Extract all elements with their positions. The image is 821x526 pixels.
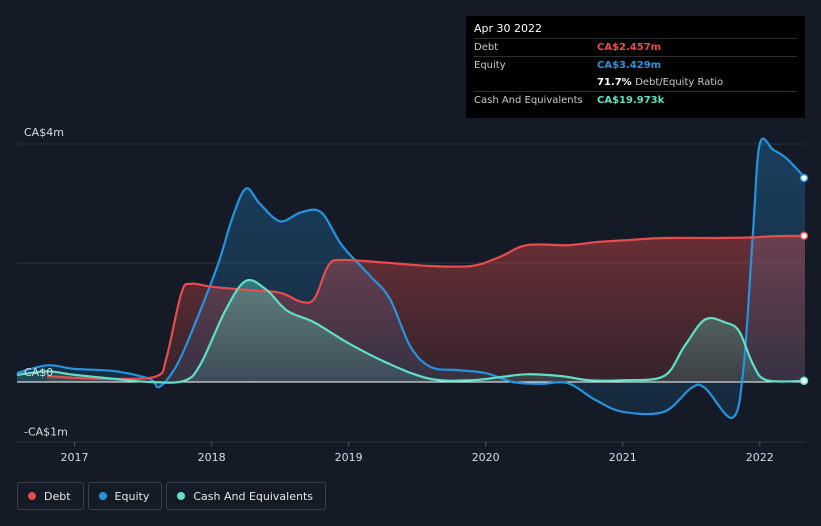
legend-dot-debt	[28, 492, 36, 500]
tooltip-row-equity: Equity CA$3.429m	[474, 56, 797, 74]
legend-dot-cash	[177, 492, 186, 500]
tooltip-label-ratio	[474, 74, 597, 91]
y-tick-label: CA$0	[24, 366, 53, 379]
legend-item-debt[interactable]: Debt	[17, 482, 84, 510]
equity-line	[16, 137, 806, 419]
axes: CA$4m CA$0 -CA$1m 2017 2018 2019 2020 2021 2022	[24, 126, 774, 464]
series-areas	[17, 138, 806, 418]
legend-label-cash: Cash And Equivalents	[193, 489, 313, 503]
series-lines	[16, 137, 809, 419]
tooltip-label-cash: Cash And Equivalents	[474, 95, 583, 106]
tooltip-value-cash: CA$19.973k	[597, 95, 665, 106]
ratio-value: 71.7%	[597, 77, 632, 88]
legend-dot-equity	[98, 492, 107, 500]
x-tick-label: 2018	[198, 451, 226, 464]
tooltip-value-debt: CA$2.457m	[597, 42, 662, 53]
cash-line	[16, 278, 806, 384]
x-tick-label: 2020	[472, 451, 500, 464]
equity-end-marker	[799, 173, 809, 183]
tooltip-value-ratio: 71.7% Debt/Equity Ratio	[597, 74, 723, 91]
debt-end-marker	[799, 231, 809, 241]
x-tick-label: 2021	[609, 451, 637, 464]
x-tick-label: 2019	[335, 451, 363, 464]
legend-label-equity: Equity	[114, 489, 150, 503]
y-tick-label: -CA$1m	[24, 426, 68, 439]
x-tick-label: 2017	[61, 451, 89, 464]
ratio-suffix: Debt/Equity Ratio	[635, 77, 724, 88]
y-tick-label: CA$4m	[24, 126, 64, 139]
tooltip-row-ratio: 71.7% Debt/Equity Ratio	[474, 74, 797, 91]
tooltip: Apr 30 2022 Debt CA$2.457m Equity CA$3.4…	[466, 16, 805, 118]
legend: Debt Equity Cash And Equivalents	[17, 482, 326, 510]
legend-item-cash[interactable]: Cash And Equivalents	[166, 482, 326, 510]
tooltip-label-equity: Equity	[474, 60, 506, 71]
tooltip-label-debt: Debt	[474, 42, 499, 53]
cash-end-marker	[799, 376, 809, 386]
tooltip-value-equity: CA$3.429m	[597, 60, 662, 71]
debt-line	[47, 234, 806, 381]
cash-area	[17, 279, 805, 383]
tooltip-row-cash: Cash And Equivalents CA$19.973k	[474, 91, 797, 109]
tooltip-date: Apr 30 2022	[474, 22, 543, 35]
legend-label-debt: Debt	[44, 489, 71, 503]
x-tick-label: 2022	[746, 451, 774, 464]
legend-item-equity[interactable]: Equity	[87, 482, 163, 510]
tooltip-row-debt: Debt CA$2.457m	[474, 38, 797, 56]
